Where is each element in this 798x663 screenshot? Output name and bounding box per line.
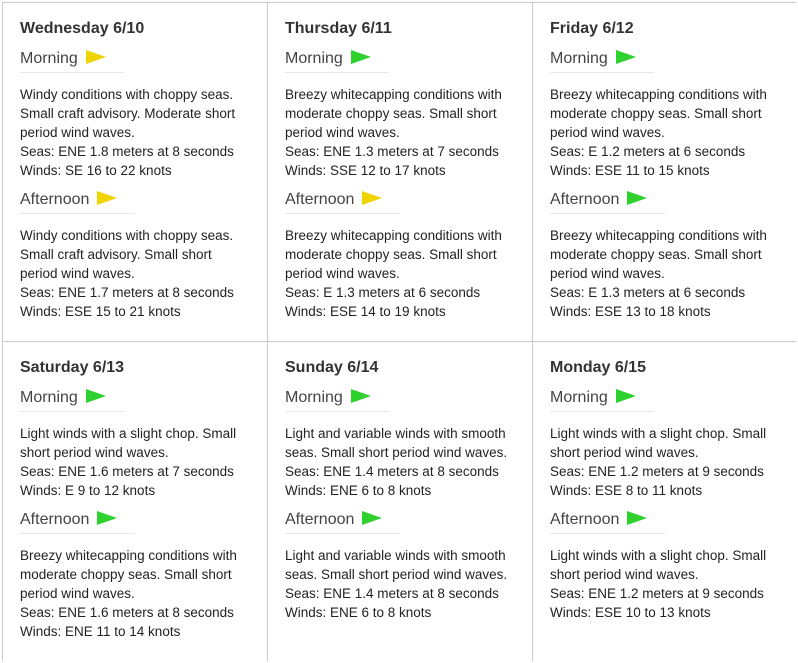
afternoon-header: Afternoon (20, 190, 136, 214)
morning-header: Morning (285, 49, 389, 73)
day-title: Friday 6/12 (550, 20, 634, 37)
winds-text: Winds: SSE 12 to 17 knots (285, 163, 446, 178)
afternoon-header: Afternoon (550, 190, 666, 214)
winds-text: Winds: ENE 6 to 8 knots (285, 483, 432, 498)
forecast-summary: Light and variable winds with smooth sea… (285, 548, 508, 582)
flag-icon (97, 511, 118, 525)
flag-icon (85, 50, 106, 64)
morning-header: Morning (20, 388, 124, 412)
flag-icon (627, 511, 648, 525)
day-card-sunday: Sunday 6/14 Morning Light and variable w… (268, 342, 532, 661)
forecast-summary: Windy conditions with choppy seas. Small… (20, 87, 236, 140)
afternoon-header: Afternoon (550, 510, 666, 534)
seas-text: Seas: ENE 1.7 meters at 8 seconds (20, 285, 234, 300)
period-label: Morning (20, 389, 78, 406)
morning-header: Morning (285, 388, 389, 412)
afternoon-header: Afternoon (285, 190, 401, 214)
flag-icon (350, 50, 371, 64)
seas-text: Seas: ENE 1.3 meters at 7 seconds (285, 144, 499, 159)
seas-text: Seas: ENE 1.2 meters at 9 seconds (550, 586, 764, 601)
period-label: Morning (20, 50, 78, 67)
day-title: Saturday 6/13 (20, 359, 125, 376)
morning-forecast: Breezy whitecapping conditions with mode… (550, 85, 781, 180)
period-label: Morning (550, 389, 608, 406)
flag-icon (615, 389, 636, 403)
winds-text: Winds: SE 16 to 22 knots (20, 163, 172, 178)
winds-text: Winds: ENE 6 to 8 knots (285, 605, 432, 620)
forecast-summary: Breezy whitecapping conditions with mode… (285, 228, 502, 281)
flag-icon (627, 191, 648, 205)
seas-text: Seas: E 1.2 meters at 6 seconds (550, 144, 746, 159)
day-card-thursday: Thursday 6/11 Morning Breezy whitecappin… (268, 3, 532, 341)
period-label: Afternoon (550, 191, 620, 208)
forecast-summary: Light winds with a slight chop. Small sh… (20, 426, 237, 460)
period-label: Afternoon (285, 511, 355, 528)
morning-forecast: Light and variable winds with smooth sea… (285, 424, 516, 500)
afternoon-forecast: Breezy whitecapping conditions with mode… (20, 546, 251, 641)
morning-forecast: Light winds with a slight chop. Small sh… (550, 424, 781, 500)
winds-text: Winds: ESE 13 to 18 knots (550, 304, 711, 319)
flag-icon (362, 511, 383, 525)
afternoon-forecast: Light winds with a slight chop. Small sh… (550, 546, 781, 622)
forecast-summary: Light winds with a slight chop. Small sh… (550, 426, 767, 460)
day-title: Sunday 6/14 (285, 359, 379, 376)
period-label: Afternoon (20, 511, 90, 528)
period-label: Afternoon (550, 511, 620, 528)
seas-text: Seas: E 1.3 meters at 6 seconds (285, 285, 481, 300)
day-card-wednesday: Wednesday 6/10 Morning Windy conditions … (3, 3, 267, 341)
seas-text: Seas: ENE 1.6 meters at 8 seconds (20, 605, 234, 620)
afternoon-forecast: Windy conditions with choppy seas. Small… (20, 226, 251, 321)
morning-forecast: Windy conditions with choppy seas. Small… (20, 85, 251, 180)
forecast-summary: Breezy whitecapping conditions with mode… (550, 228, 767, 281)
afternoon-forecast: Light and variable winds with smooth sea… (285, 546, 516, 622)
winds-text: Winds: ENE 11 to 14 knots (20, 624, 181, 639)
seas-text: Seas: E 1.3 meters at 6 seconds (550, 285, 746, 300)
seas-text: Seas: ENE 1.4 meters at 8 seconds (285, 464, 499, 479)
winds-text: Winds: ESE 15 to 21 knots (20, 304, 181, 319)
morning-forecast: Light winds with a slight chop. Small sh… (20, 424, 251, 500)
forecast-summary: Windy conditions with choppy seas. Small… (20, 228, 234, 281)
seas-text: Seas: ENE 1.8 meters at 8 seconds (20, 144, 234, 159)
winds-text: Winds: ESE 10 to 13 knots (550, 605, 711, 620)
flag-icon (350, 389, 371, 403)
flag-icon (97, 191, 118, 205)
period-label: Afternoon (20, 191, 90, 208)
afternoon-header: Afternoon (285, 510, 401, 534)
seas-text: Seas: ENE 1.4 meters at 8 seconds (285, 586, 499, 601)
afternoon-header: Afternoon (20, 510, 136, 534)
day-title: Wednesday 6/10 (20, 20, 145, 37)
morning-header: Morning (550, 388, 654, 412)
period-label: Morning (285, 50, 343, 67)
day-title: Thursday 6/11 (285, 20, 392, 37)
flag-icon (615, 50, 636, 64)
period-label: Morning (550, 50, 608, 67)
day-card-monday: Monday 6/15 Morning Light winds with a s… (533, 342, 797, 661)
day-card-friday: Friday 6/12 Morning Breezy whitecapping … (533, 3, 797, 341)
winds-text: Winds: ESE 14 to 19 knots (285, 304, 446, 319)
seas-text: Seas: ENE 1.2 meters at 9 seconds (550, 464, 764, 479)
morning-header: Morning (550, 49, 654, 73)
morning-forecast: Breezy whitecapping conditions with mode… (285, 85, 516, 180)
forecast-summary: Light winds with a slight chop. Small sh… (550, 548, 767, 582)
winds-text: Winds: E 9 to 12 knots (20, 483, 156, 498)
forecast-summary: Breezy whitecapping conditions with mode… (550, 87, 767, 140)
winds-text: Winds: ESE 8 to 11 knots (550, 483, 703, 498)
period-label: Morning (285, 389, 343, 406)
afternoon-forecast: Breezy whitecapping conditions with mode… (285, 226, 516, 321)
day-card-saturday: Saturday 6/13 Morning Light winds with a… (3, 342, 267, 661)
day-title: Monday 6/15 (550, 359, 647, 376)
afternoon-forecast: Breezy whitecapping conditions with mode… (550, 226, 781, 321)
forecast-summary: Light and variable winds with smooth sea… (285, 426, 508, 460)
flag-icon (362, 191, 383, 205)
winds-text: Winds: ESE 11 to 15 knots (550, 163, 710, 178)
forecast-summary: Breezy whitecapping conditions with mode… (20, 548, 237, 601)
morning-header: Morning (20, 49, 124, 73)
forecast-summary: Breezy whitecapping conditions with mode… (285, 87, 502, 140)
seas-text: Seas: ENE 1.6 meters at 7 seconds (20, 464, 234, 479)
flag-icon (85, 389, 106, 403)
period-label: Afternoon (285, 191, 355, 208)
